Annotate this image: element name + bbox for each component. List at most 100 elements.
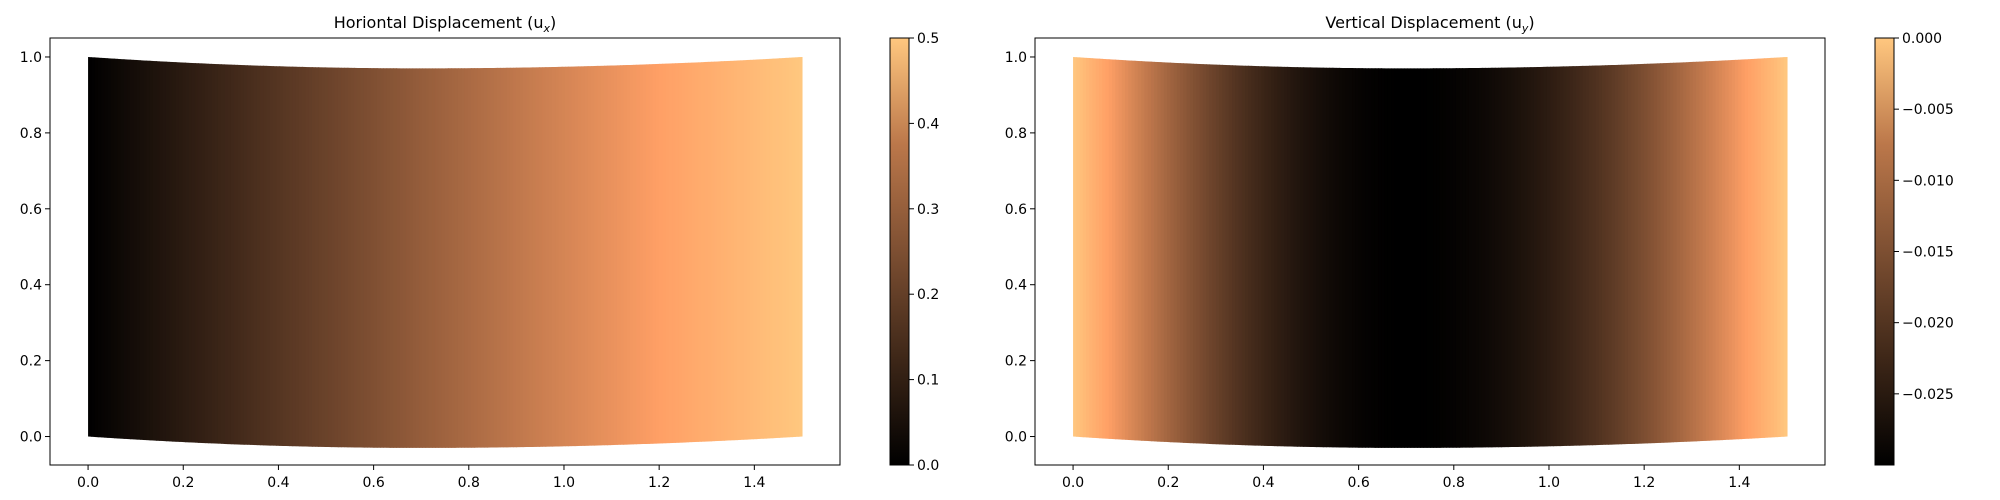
field-strip xyxy=(448,68,453,448)
field-strip xyxy=(691,62,696,443)
field-strip xyxy=(1579,65,1584,446)
colorbar xyxy=(1875,38,1894,465)
field-strip xyxy=(1196,63,1201,444)
field-strip xyxy=(227,64,232,445)
field-strip xyxy=(548,67,553,447)
field-strip xyxy=(1757,58,1762,439)
field-strip xyxy=(334,67,339,448)
x-tick-label: 1.2 xyxy=(648,475,670,491)
field-strip xyxy=(1462,68,1467,448)
y-tick-label: 0.2 xyxy=(1005,354,1027,370)
x-axis-ticks: 0.0 0.2 0.4 0.6 0.8 1.0 1.2 1.4 xyxy=(1062,465,1751,491)
field-strip xyxy=(1744,59,1749,439)
field-strip xyxy=(422,68,427,448)
field-strip xyxy=(529,67,534,447)
field-strip xyxy=(139,60,144,440)
field-strip xyxy=(357,67,362,448)
field-strip xyxy=(1472,67,1477,448)
field-strip xyxy=(1099,58,1103,439)
field-strip xyxy=(1225,65,1230,445)
field-strip xyxy=(1209,64,1214,445)
field-strip xyxy=(649,64,654,444)
field-strip xyxy=(535,67,540,447)
field-strip xyxy=(1254,66,1259,446)
field-strip xyxy=(1566,66,1571,446)
field-strip xyxy=(1673,62,1678,443)
field-strip xyxy=(1303,67,1308,447)
field-strip xyxy=(1345,67,1350,448)
field-strip xyxy=(1653,63,1658,444)
field-strip xyxy=(419,68,423,448)
field-strip xyxy=(221,64,225,444)
field-strip xyxy=(315,67,320,447)
field-strip xyxy=(542,67,547,447)
field-strip xyxy=(516,67,521,448)
colorbar xyxy=(890,38,909,465)
field-strip xyxy=(655,63,660,444)
field-strip xyxy=(1627,64,1632,445)
field-strip xyxy=(1073,56,1077,437)
field-strip xyxy=(1274,66,1279,447)
field-strip xyxy=(672,63,676,443)
colorbar-tick-label: 0.000 xyxy=(1902,31,1942,47)
field-strip xyxy=(477,68,482,448)
field-strip xyxy=(1624,64,1629,445)
field-strip xyxy=(1605,65,1610,445)
field-strip xyxy=(662,63,667,444)
field-strip xyxy=(1095,58,1100,439)
field-strip xyxy=(720,61,725,441)
field-strip xyxy=(1650,63,1655,444)
field-strip xyxy=(428,68,433,448)
field-strip xyxy=(1232,65,1236,445)
field-strip xyxy=(1572,66,1577,446)
field-strip xyxy=(526,67,530,448)
field-strip xyxy=(1410,68,1415,448)
colorbar-tick-label: 0.4 xyxy=(917,116,939,132)
field-strip xyxy=(1614,64,1619,445)
field-strip xyxy=(324,67,329,448)
field-strip xyxy=(260,65,264,446)
field-strip xyxy=(756,59,761,440)
field-strip xyxy=(195,63,199,443)
field-strip xyxy=(1491,67,1496,448)
field-strip xyxy=(513,67,517,448)
field-strip xyxy=(1102,58,1107,439)
field-strip xyxy=(1747,59,1752,439)
field-strip xyxy=(302,66,307,447)
field-strip xyxy=(393,68,397,448)
field-strip xyxy=(1530,67,1535,447)
field-strip xyxy=(1215,64,1220,445)
field-strip xyxy=(363,68,368,448)
field-strip xyxy=(1086,57,1090,438)
field-strip xyxy=(1332,67,1337,448)
vertical-displacement-field xyxy=(1073,56,1788,448)
field-strip xyxy=(1481,67,1486,448)
field-strip xyxy=(386,68,391,448)
field-strip xyxy=(1358,68,1363,448)
field-strip xyxy=(1368,68,1373,448)
field-strip xyxy=(665,63,670,444)
field-strip xyxy=(639,64,644,445)
field-strip xyxy=(1465,68,1470,448)
field-strip xyxy=(1316,67,1321,448)
field-strip xyxy=(1144,61,1149,442)
field-strip xyxy=(230,64,235,445)
field-strip xyxy=(110,58,115,439)
field-strip xyxy=(1475,67,1480,448)
field-strip xyxy=(1449,68,1454,448)
field-strip xyxy=(480,68,485,448)
field-strip xyxy=(1092,58,1097,439)
field-strip xyxy=(1524,67,1528,447)
field-strip xyxy=(1206,64,1210,444)
colorbar-frame xyxy=(889,37,910,466)
field-strip xyxy=(1271,66,1275,447)
field-strip xyxy=(399,68,404,448)
field-strip xyxy=(123,59,128,440)
field-strip xyxy=(321,67,326,447)
field-strip xyxy=(1267,66,1272,447)
field-strip xyxy=(457,68,462,448)
y-tick-label: 0.0 xyxy=(1005,430,1027,446)
field-strip xyxy=(623,65,628,445)
field-strip xyxy=(1666,62,1671,443)
